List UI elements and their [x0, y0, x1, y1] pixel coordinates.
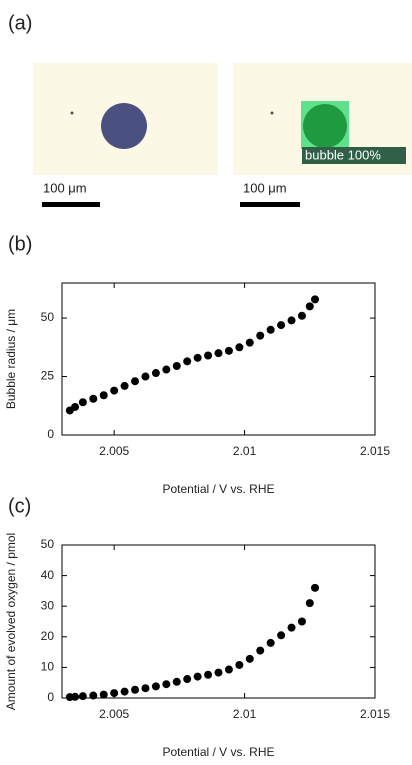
point — [204, 351, 213, 360]
point — [266, 638, 275, 647]
x-tick-label: 2.01 — [233, 707, 257, 721]
y-tick-label: 30 — [41, 598, 55, 612]
point — [172, 677, 181, 686]
x-tick-label: 2.005 — [99, 707, 129, 721]
plot-frame — [61, 544, 376, 699]
point — [193, 672, 202, 681]
x-tick-label: 2.005 — [99, 444, 129, 458]
particle — [270, 111, 274, 115]
scale-bar — [42, 202, 100, 207]
point — [141, 372, 150, 381]
point — [297, 311, 306, 320]
y-tick-label: 25 — [41, 369, 55, 383]
point — [78, 398, 87, 407]
point — [224, 665, 233, 674]
point — [99, 690, 108, 699]
y-tick-label: 20 — [41, 629, 55, 643]
y-tick-label: 0 — [47, 690, 54, 704]
x-axis-label: Potential / V vs. RHE — [162, 745, 274, 759]
y-axis-label: Bubble radius / μm — [4, 309, 18, 409]
panel-label: (b) — [8, 233, 32, 255]
point — [110, 689, 119, 698]
point — [297, 617, 306, 626]
point — [141, 684, 150, 693]
panel-label: (a) — [8, 12, 32, 34]
point — [266, 325, 275, 334]
point — [311, 583, 320, 592]
point — [204, 670, 213, 679]
particle — [70, 111, 74, 115]
point — [89, 691, 98, 700]
y-tick-label: 50 — [41, 310, 55, 324]
y-tick-label: 40 — [41, 568, 55, 582]
point — [110, 386, 119, 395]
scale-label: 100 μm — [243, 180, 287, 195]
y-tick-label: 50 — [41, 537, 55, 551]
point — [172, 362, 181, 371]
point — [287, 623, 296, 632]
point — [256, 331, 265, 340]
point — [131, 685, 140, 694]
point — [99, 391, 108, 400]
plot-frame — [61, 282, 376, 436]
x-tick-label: 2.015 — [360, 707, 390, 721]
point — [256, 646, 265, 655]
point — [235, 343, 244, 352]
point — [214, 349, 223, 358]
y-axis-label: Amount of evolved oxygen / pmol — [4, 533, 18, 710]
point — [245, 654, 254, 663]
bubble — [303, 104, 347, 148]
detection-tag — [302, 147, 406, 164]
point — [235, 660, 244, 669]
x-axis-label: Potential / V vs. RHE — [162, 482, 274, 496]
point — [89, 394, 98, 403]
y-tick-label: 10 — [41, 660, 55, 674]
point — [120, 381, 129, 390]
scale-label: 100 μm — [43, 180, 87, 195]
panel-label: (c) — [8, 495, 31, 517]
point — [277, 321, 286, 330]
point — [71, 692, 80, 701]
x-tick-label: 2.015 — [360, 444, 390, 458]
point — [151, 369, 160, 378]
point — [277, 631, 286, 640]
point — [214, 668, 223, 677]
point — [193, 353, 202, 362]
point — [305, 302, 314, 311]
point — [120, 687, 129, 696]
bubble — [101, 103, 147, 149]
point — [311, 295, 320, 304]
point — [71, 402, 80, 411]
point — [78, 692, 87, 701]
point — [183, 675, 192, 684]
point — [305, 599, 314, 608]
point — [162, 365, 171, 374]
point — [131, 377, 140, 386]
point — [162, 680, 171, 689]
point — [151, 682, 160, 691]
y-tick-label: 0 — [47, 427, 54, 441]
scale-bar — [240, 202, 300, 207]
x-tick-label: 2.01 — [233, 444, 257, 458]
detection-label: bubble 100% — [305, 147, 381, 162]
point — [287, 316, 296, 325]
point — [183, 357, 192, 366]
point — [224, 346, 233, 355]
point — [245, 338, 254, 347]
